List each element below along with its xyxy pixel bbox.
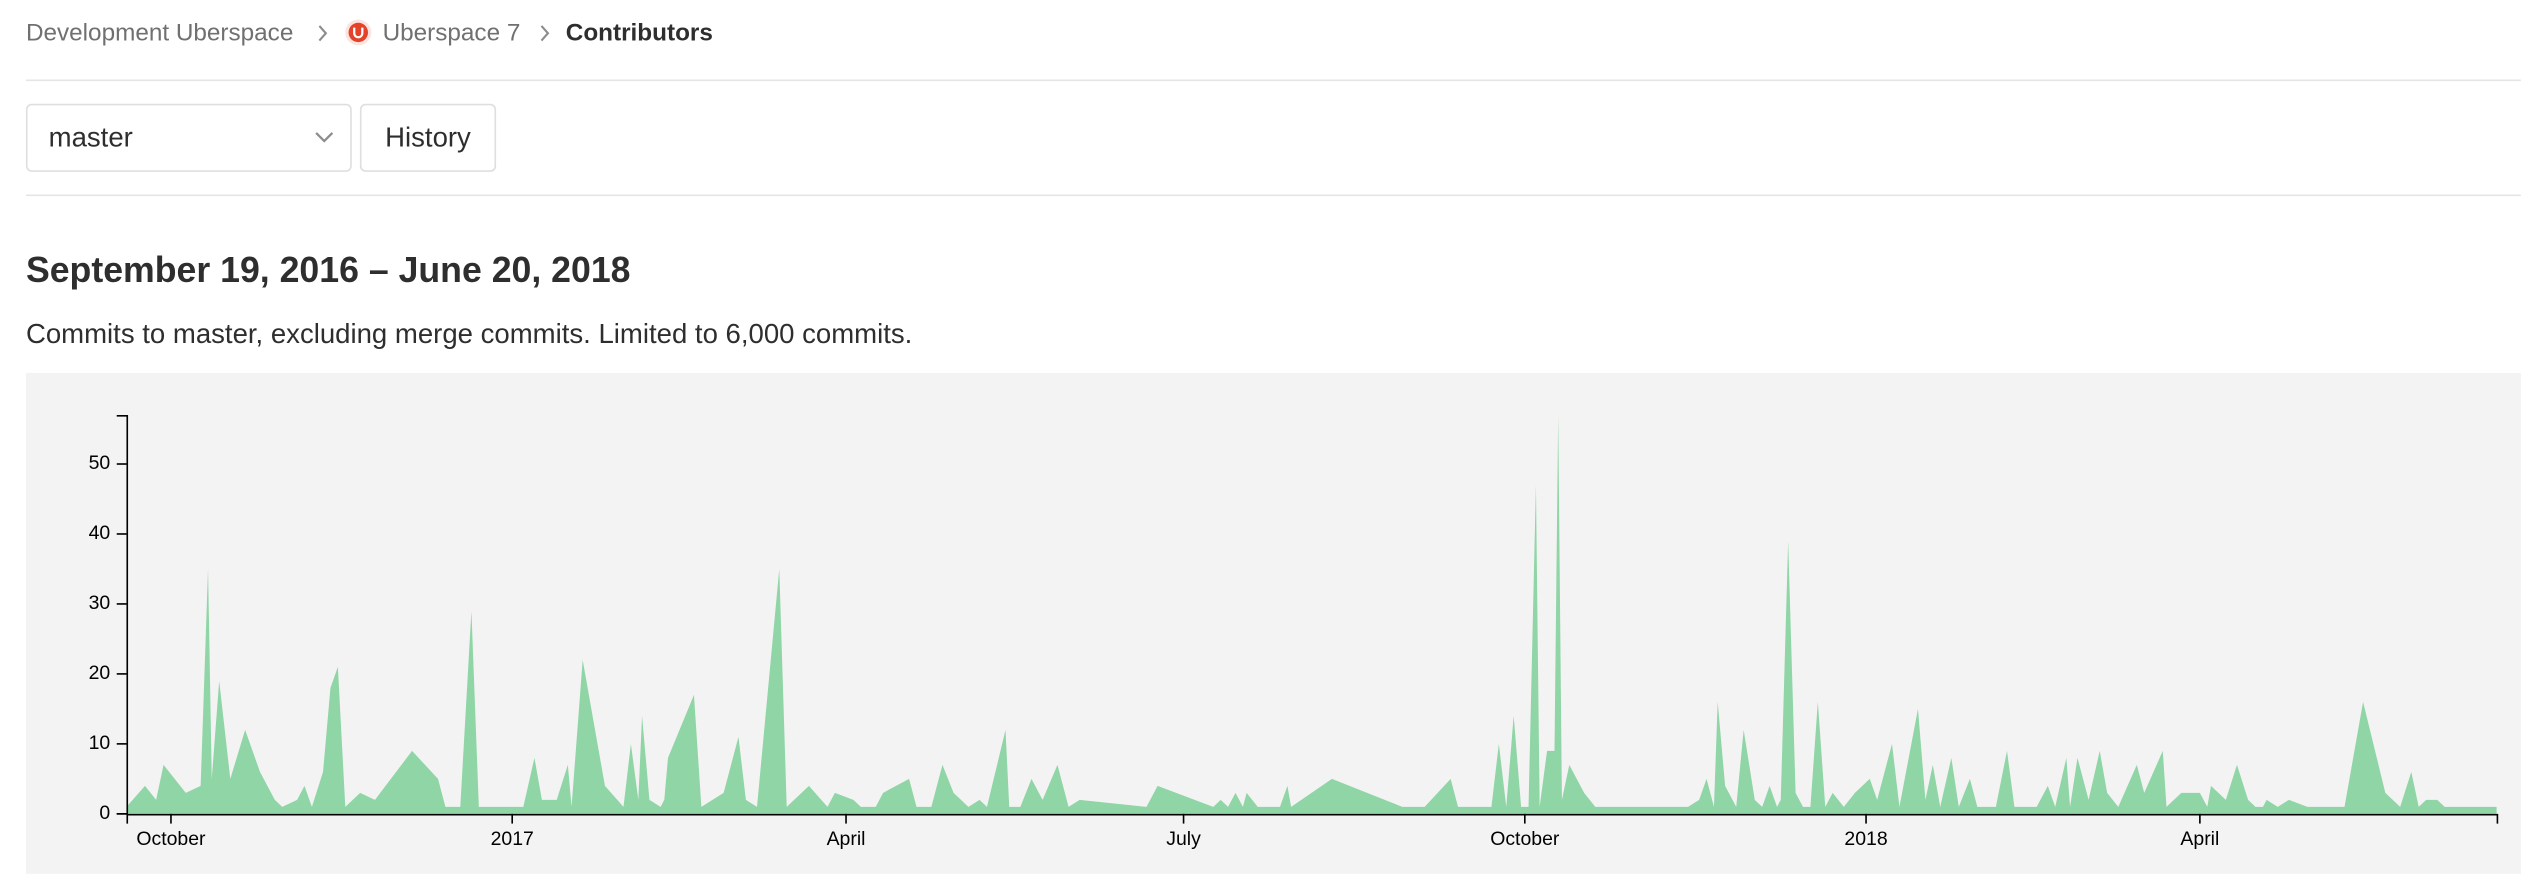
contributors-chart: 0 10 20 30 40 50 October 2017 April July October 20… [89,415,2499,850]
y-tick-label: 50 [89,452,111,474]
breadcrumb-separator [540,25,550,42]
history-button-label: History [385,122,471,153]
y-tick-label: 30 [89,592,111,614]
dropdown-caret [315,132,334,143]
description: Commits to master, excluding merge commi… [26,318,912,349]
y-tick-label: 20 [89,662,111,684]
breadcrumb-separator [318,25,328,42]
x-axis [126,813,2499,824]
branch-dropdown-label: master [49,122,133,153]
project-avatar [345,19,372,46]
x-tick-label: 2018 [1844,828,1887,850]
y-tick-label: 0 [99,802,110,824]
breadcrumb-current: Contributors [566,19,713,46]
breadcrumb-link[interactable]: Uberspace 7 [383,19,521,46]
date-range-heading: September 19, 2016 – June 20, 2018 [26,250,631,290]
branch-dropdown[interactable]: master [25,103,352,172]
y-tick-label: 10 [89,732,111,754]
x-tick-label: October [136,828,206,850]
x-tick-label: April [827,828,866,850]
breadcrumb-link[interactable]: Development Uberspace [26,19,293,46]
history-button[interactable]: History [359,103,497,172]
x-tick-label: July [1166,828,1201,850]
x-tick-label: April [2180,828,2219,850]
x-tick-label: 2017 [491,828,534,850]
y-tick-label: 40 [89,522,111,544]
x-tick-label: October [1490,828,1560,850]
